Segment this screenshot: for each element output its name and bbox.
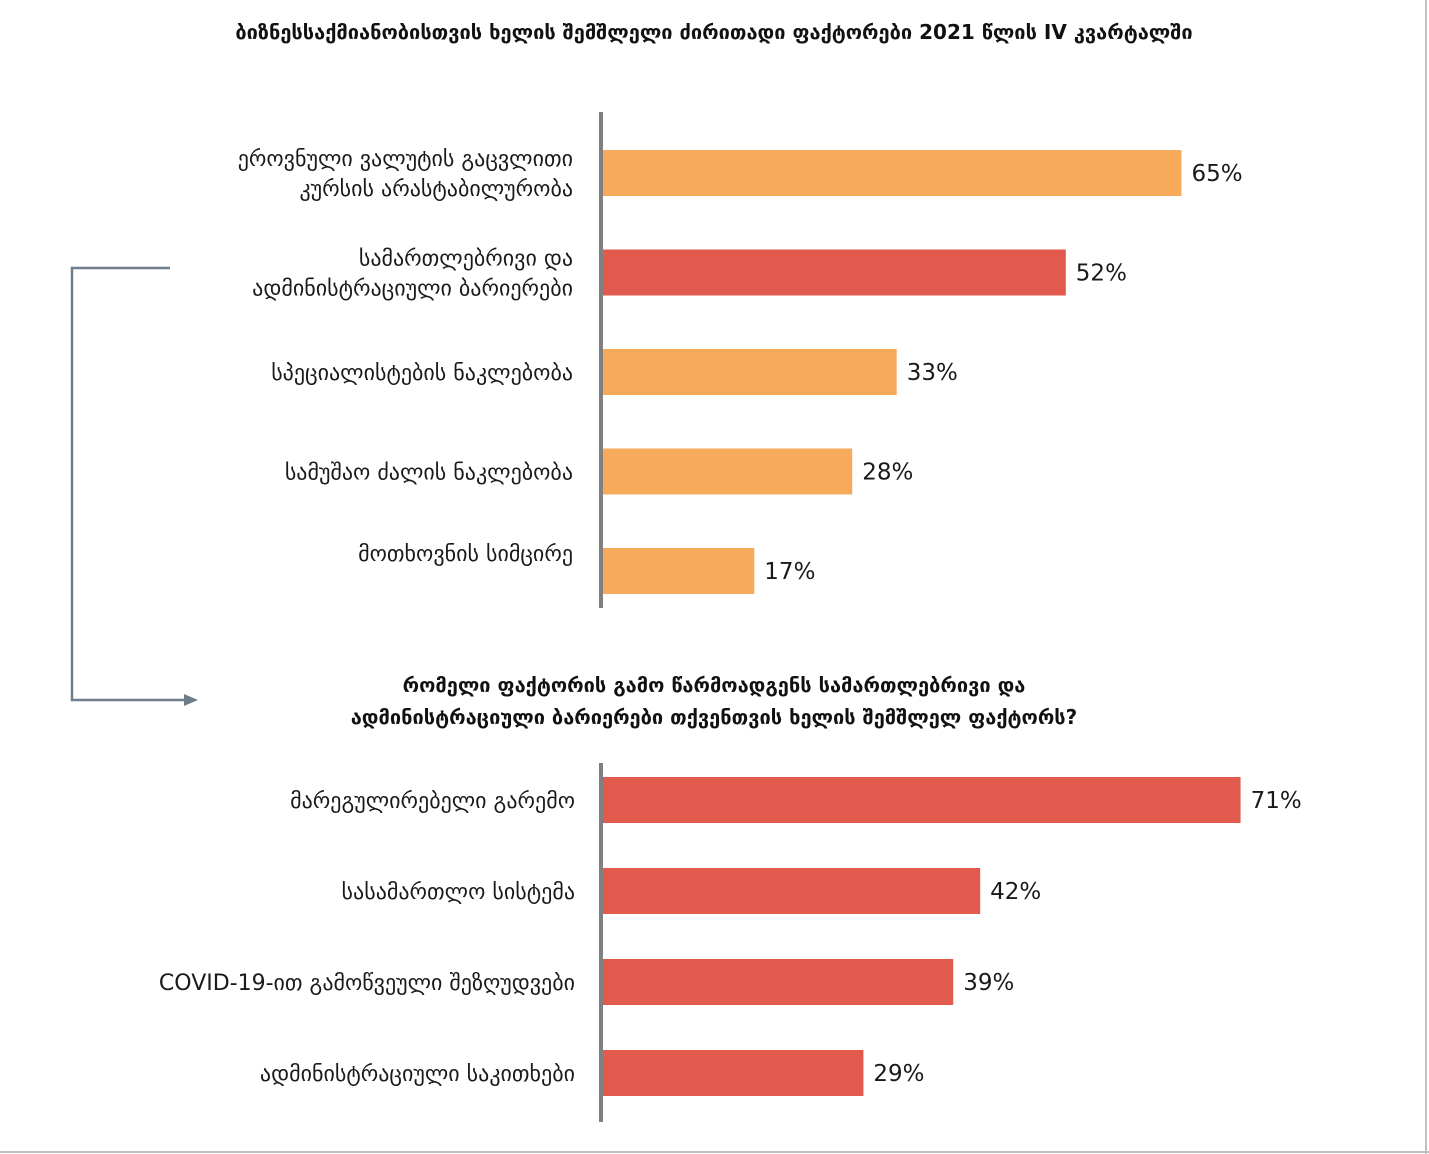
connector-line [70, 266, 190, 702]
data-label: 52% [1076, 261, 1127, 287]
arrowhead [184, 694, 198, 706]
category-label: სპეციალისტების ნაკლებობა [271, 361, 573, 386]
category-label: COVID-19-ით გამოწვეული შეზღუდვები [159, 971, 575, 996]
category-label: ადმინისტრაციული ბარიერები [252, 277, 573, 302]
category-label: სასამართლო სისტემა [342, 880, 575, 905]
bar [603, 249, 1066, 296]
data-label: 65% [1192, 161, 1243, 187]
data-label: 28% [862, 460, 913, 486]
data-label: 17% [764, 559, 815, 585]
bar [603, 150, 1182, 196]
category-label: ეროვნული ვალუტის გაცვლითი [238, 147, 573, 172]
category-label: მოთხოვნის სიმცირე [358, 542, 573, 567]
connector-arrow [70, 266, 198, 706]
category-label: სამართლებრივი და [359, 247, 573, 272]
chart-title: ადმინისტრაციული ბარიერები თქვენთვის ხელი… [351, 705, 1078, 729]
bar [603, 1050, 864, 1096]
data-label: 71% [1251, 788, 1302, 814]
bar [603, 959, 954, 1005]
chart-title: რომელი ფაქტორის გამო წარმოადგენს სამართლ… [403, 673, 1026, 697]
chart-title: ბიზნესსაქმიანობისთვის ხელის შემშლელი ძირ… [235, 20, 1192, 44]
data-label: 29% [873, 1061, 924, 1087]
chart-bottom-legal-barriers: რომელი ფაქტორის გამო წარმოადგენს სამართლ… [159, 673, 1302, 1122]
category-label: მარეგულირებელი გარემო [290, 789, 575, 814]
data-label: 42% [990, 879, 1041, 905]
data-label: 39% [963, 970, 1014, 996]
bar [603, 349, 897, 395]
bar [603, 868, 981, 914]
category-label: ადმინისტრაციული საკითხები [260, 1062, 575, 1087]
category-label: კურსის არასტაბილურობა [299, 177, 573, 202]
chart-top-main-factors: ბიზნესსაქმიანობისთვის ხელის შემშლელი ძირ… [235, 20, 1243, 608]
category-label: სამუშაო ძალის ნაკლებობა [285, 461, 573, 486]
bar [603, 777, 1241, 823]
bar [603, 548, 755, 594]
bar [603, 448, 853, 495]
data-label: 33% [907, 360, 958, 386]
